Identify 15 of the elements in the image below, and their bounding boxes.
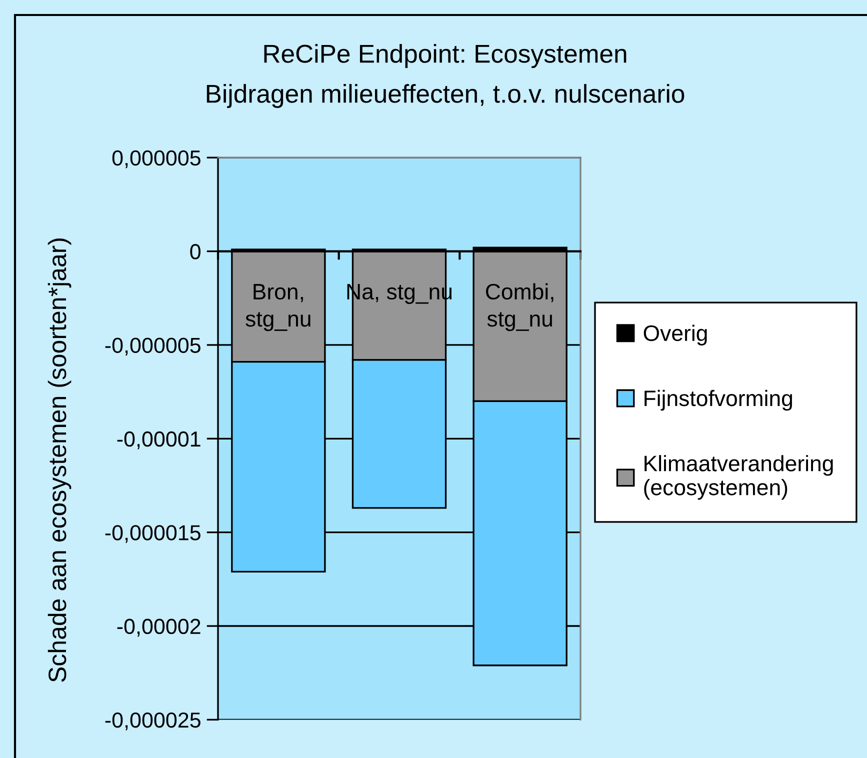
x-tick-label: Bron, stg_nu	[246, 284, 310, 332]
y-axis-title: Schade aan ecosystemen (soorten*jaar)	[48, 238, 72, 682]
y-tick-label: -0,000025	[105, 712, 200, 730]
chart-subtitle: Bijdragen milieueffecten, t.o.v. nulscenario	[206, 84, 684, 108]
legend-label: Klimaatverandering (ecosystemen)	[644, 455, 833, 500]
y-tick-label: -0,00001	[117, 431, 200, 450]
y-tick-label: -0,00002	[117, 618, 200, 637]
y-tick-label: -0,000015	[105, 525, 200, 543]
y-tick-label: 0	[190, 244, 200, 260]
y-tick-label: 0,000005	[112, 150, 200, 168]
legend-label: Overig	[644, 324, 707, 346]
x-tick-label: Combi, stg_nu	[486, 283, 554, 332]
y-tick-label: -0,000005	[105, 338, 200, 356]
chart-title: ReCiPe Endpoint: Ecosystemen	[264, 44, 626, 68]
legend-label: Fijnstofvorming	[644, 390, 792, 411]
